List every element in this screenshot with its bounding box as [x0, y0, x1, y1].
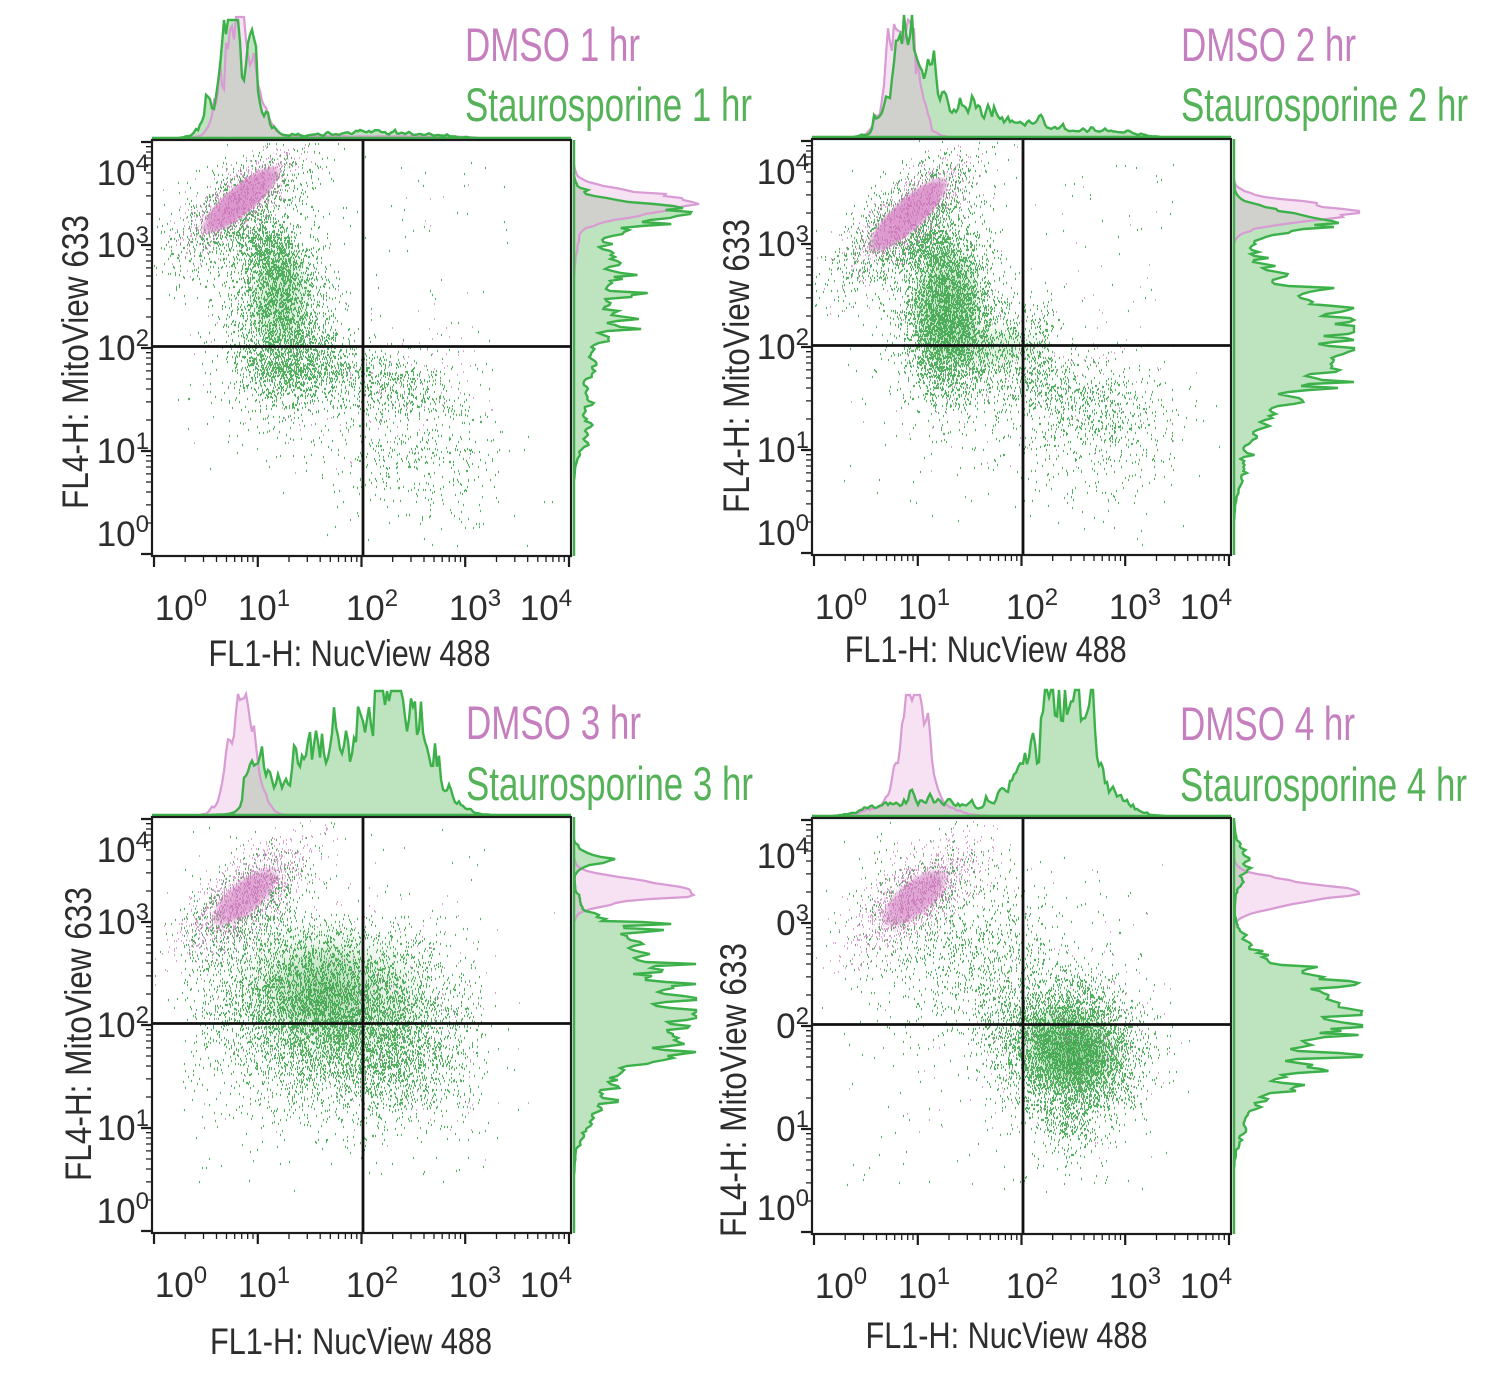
svg-text:FL4-H: MitoView 633: FL4-H: MitoView 633: [713, 943, 754, 1237]
svg-text:DMSO 2 hr: DMSO 2 hr: [1181, 18, 1356, 71]
svg-text:Staurosporine 2 hr: Staurosporine 2 hr: [1181, 78, 1468, 131]
svg-text:103: 103: [449, 585, 501, 628]
svg-text:104: 104: [757, 149, 809, 192]
svg-text:Staurosporine 1 hr: Staurosporine 1 hr: [465, 78, 752, 131]
svg-text:FL1-H: NucView 488: FL1-H: NucView 488: [866, 1315, 1148, 1356]
svg-text:FL1-H: NucView 488: FL1-H: NucView 488: [845, 629, 1127, 670]
svg-text:01: 01: [776, 1106, 809, 1149]
svg-text:FL1-H: NucView 488: FL1-H: NucView 488: [209, 633, 491, 674]
svg-text:103: 103: [1109, 1263, 1161, 1306]
svg-text:FL1-H: NucView 488: FL1-H: NucView 488: [210, 1321, 492, 1362]
svg-text:DMSO 1 hr: DMSO 1 hr: [465, 18, 640, 71]
svg-text:104: 104: [757, 833, 809, 876]
svg-text:104: 104: [97, 150, 149, 193]
svg-text:101: 101: [898, 1263, 950, 1306]
svg-text:FL4-H: MitoView 633: FL4-H: MitoView 633: [55, 215, 96, 509]
svg-text:100: 100: [97, 1188, 149, 1231]
svg-text:DMSO 4 hr: DMSO 4 hr: [1180, 697, 1355, 750]
svg-text:FL4-H: MitoView 633: FL4-H: MitoView 633: [716, 219, 757, 513]
svg-text:FL4-H: MitoView 633: FL4-H: MitoView 633: [58, 887, 99, 1181]
svg-text:102: 102: [97, 1002, 149, 1045]
svg-text:100: 100: [757, 1185, 809, 1228]
svg-text:Staurosporine 4 hr: Staurosporine 4 hr: [1180, 758, 1467, 811]
svg-text:DMSO 3 hr: DMSO 3 hr: [466, 696, 641, 749]
svg-text:Staurosporine 3 hr: Staurosporine 3 hr: [466, 757, 753, 810]
